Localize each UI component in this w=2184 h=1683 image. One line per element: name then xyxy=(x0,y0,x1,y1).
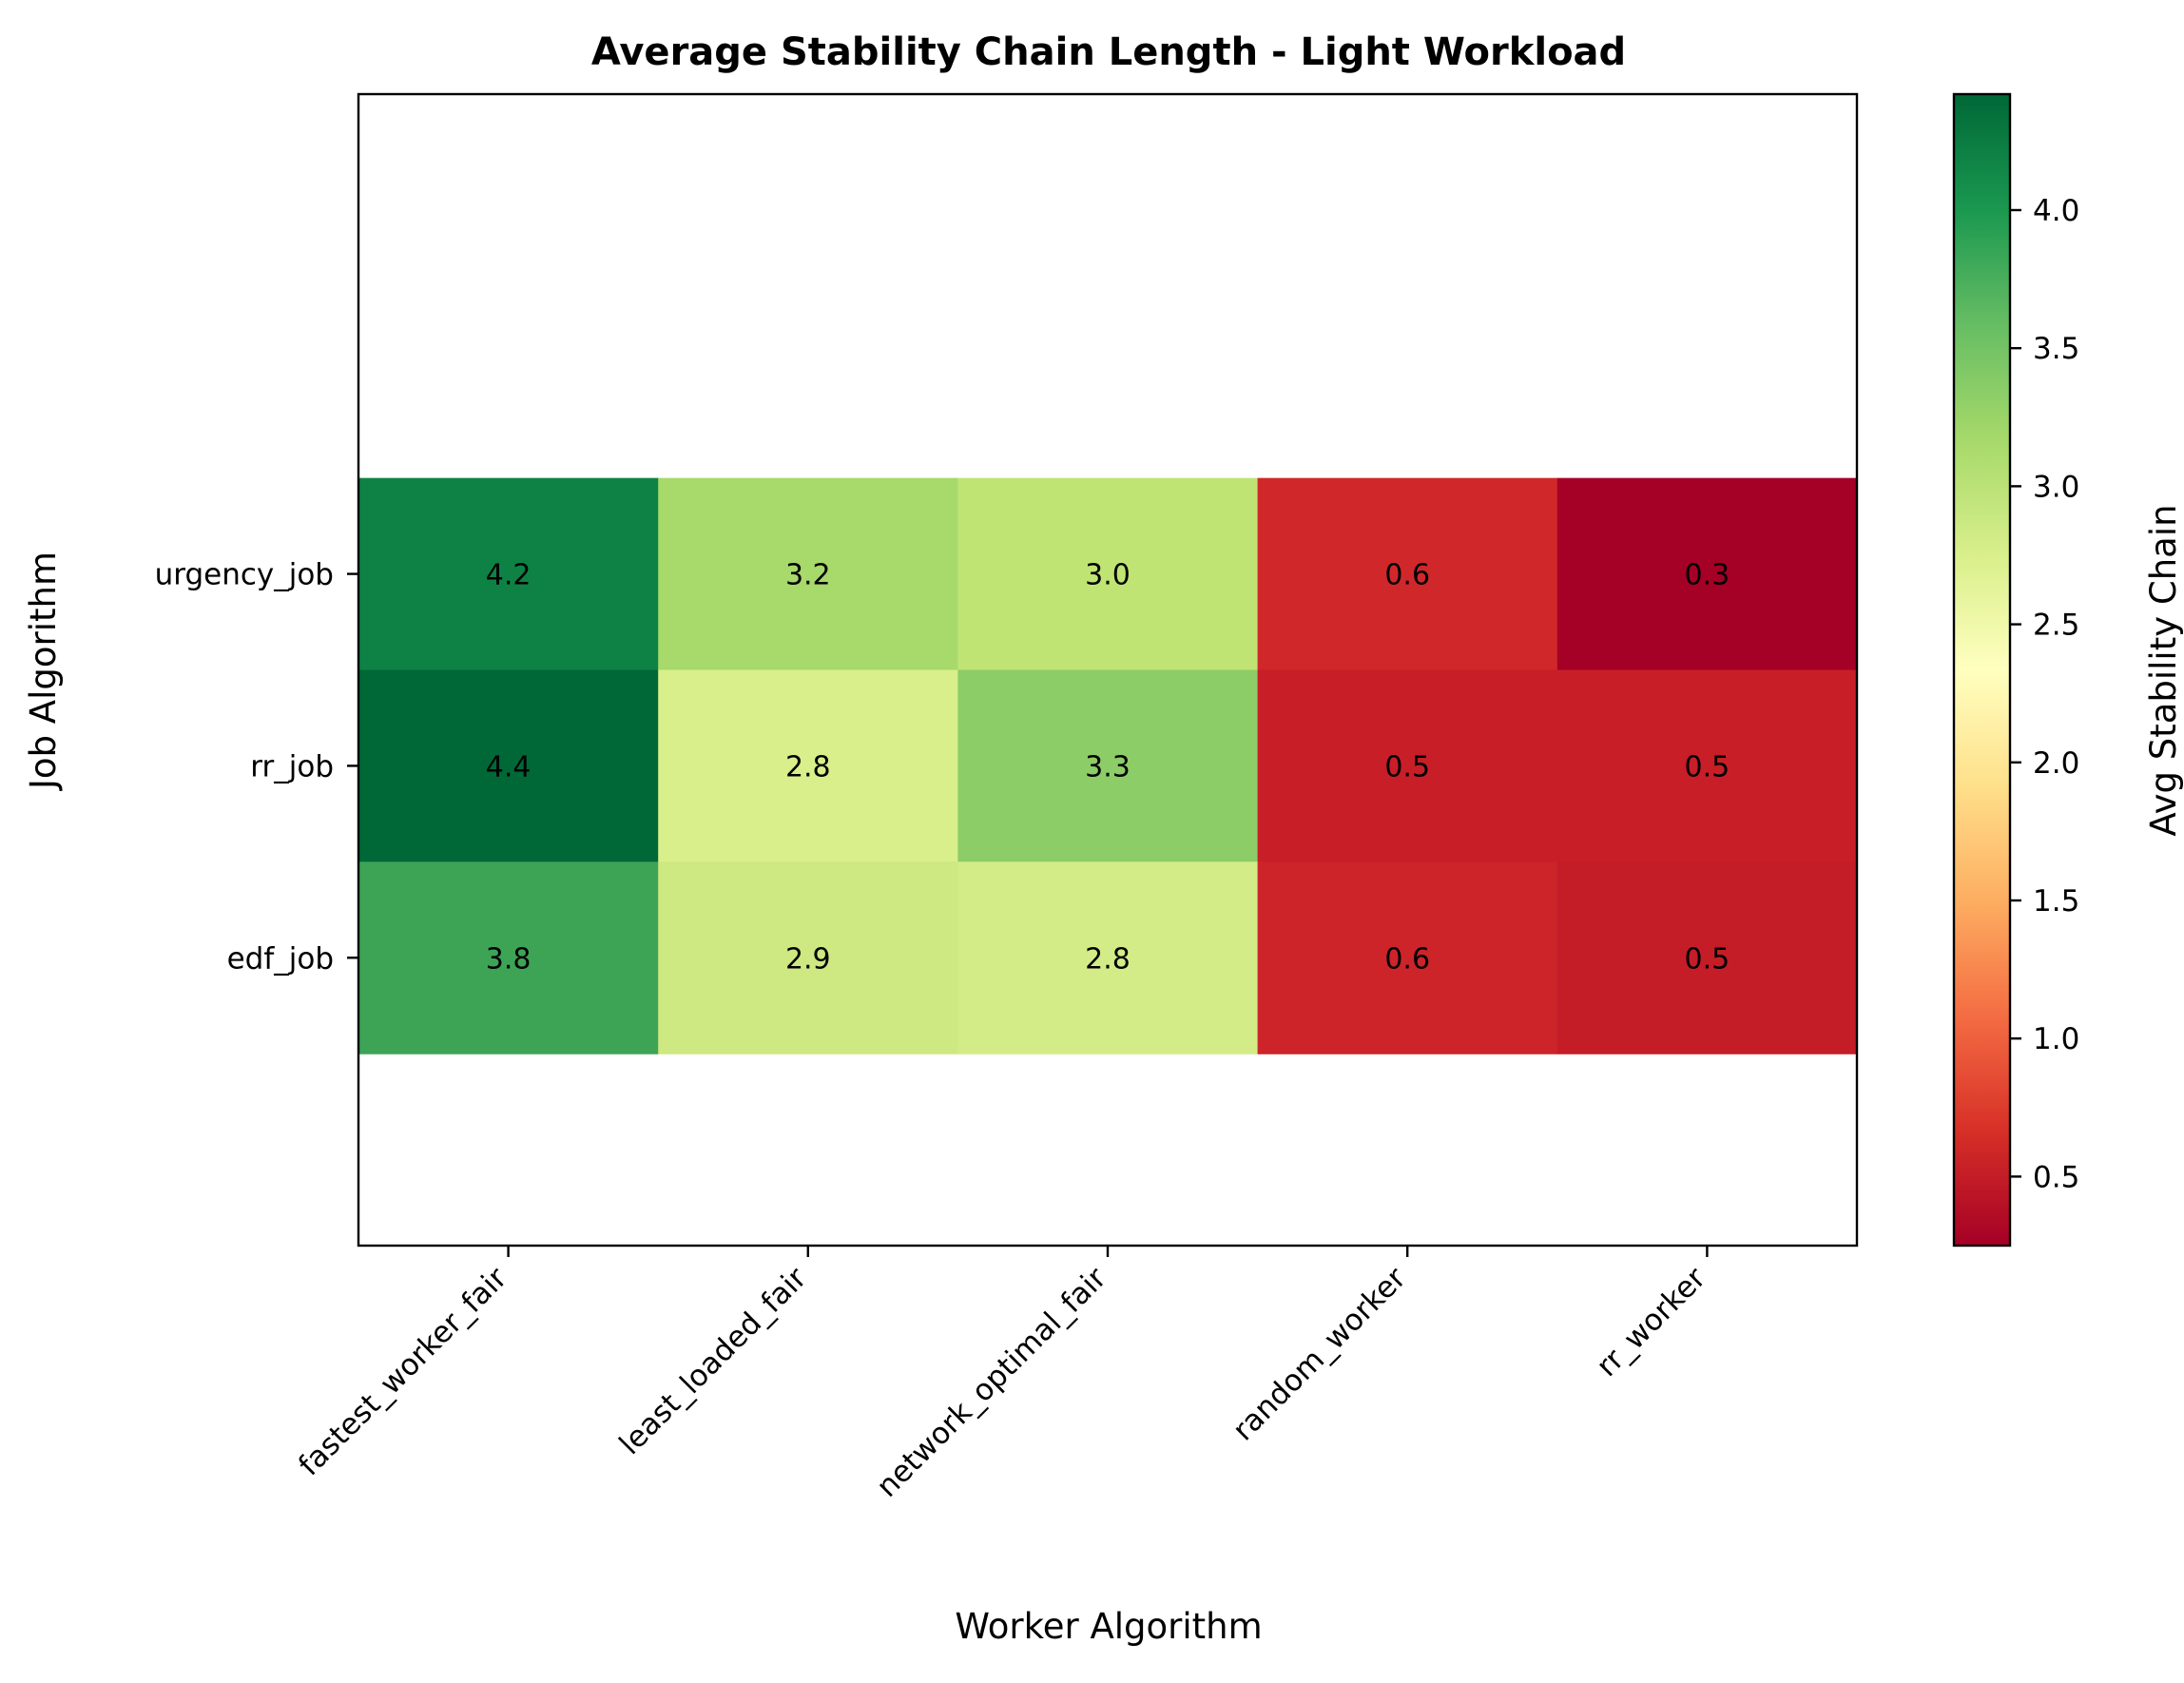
cell-value-label: 4.4 xyxy=(486,750,532,783)
heatmap-cell xyxy=(957,861,1259,1054)
y-tick-label: rr_job xyxy=(250,749,334,783)
heatmap-cell xyxy=(1257,861,1558,1054)
heatmap-cell xyxy=(358,477,659,671)
heatmap-cell xyxy=(1556,477,1858,671)
cell-value-label: 0.5 xyxy=(1685,942,1730,976)
cell-value-label: 2.8 xyxy=(1085,942,1131,976)
colorbar-tick-label: 1.0 xyxy=(2033,1022,2079,1056)
y-tick-label: urgency_job xyxy=(155,558,334,592)
colorbar-ticks: 0.5 1.0 1.5 2.0 2.5 3.0 3.5 4.0 xyxy=(2010,194,2079,1194)
cell-value-label: 3.8 xyxy=(486,942,532,976)
heatmap-cell xyxy=(1257,477,1558,671)
heatmap-cell xyxy=(957,477,1259,671)
cell-value-label: 0.5 xyxy=(1384,750,1430,783)
heatmap-cell xyxy=(1257,669,1558,862)
colorbar-tick-label: 0.5 xyxy=(2033,1160,2079,1194)
heatmap-cell xyxy=(1556,669,1858,862)
heatmap-cell xyxy=(658,861,958,1054)
cell-value-label: 2.8 xyxy=(785,750,831,783)
cell-value-label: 2.9 xyxy=(785,942,831,976)
colorbar-tick-label: 2.5 xyxy=(2033,609,2079,643)
heatmap-cell xyxy=(658,669,958,862)
colorbar-tick-label: 3.5 xyxy=(2033,332,2079,366)
y-tick-label: edf_job xyxy=(227,941,334,976)
cell-value-label: 0.6 xyxy=(1384,559,1430,592)
heatmap-cell-labels: 4.2 3.2 3.0 0.6 0.3 4.4 2.8 3.3 0.5 0.5 3.8 2.9 2.8 0… xyxy=(486,559,1730,977)
heatmap-cell xyxy=(957,669,1259,862)
heatmap-cells xyxy=(358,477,1858,1054)
heatmap-cell xyxy=(1556,861,1858,1054)
colorbar-label: Avg Stability Chain xyxy=(2143,504,2184,836)
y-axis-ticks: urgency_job rr_job edf_job xyxy=(155,558,358,976)
colorbar-tick-label: 2.0 xyxy=(2033,746,2079,781)
cell-value-label: 0.6 xyxy=(1384,942,1430,976)
cell-value-label: 3.3 xyxy=(1085,750,1131,783)
y-axis-label: Job Algorithm xyxy=(23,551,64,791)
heatmap-cell xyxy=(658,477,958,671)
colorbar-tick-label: 1.5 xyxy=(2033,884,2079,919)
colorbar-tick-label: 3.0 xyxy=(2033,470,2079,504)
cell-value-label: 3.2 xyxy=(785,559,831,592)
colorbar-tick-label: 4.0 xyxy=(2033,194,2079,228)
cell-value-label: 3.0 xyxy=(1085,559,1131,592)
chart-title: Average Stability Chain Length - Light W… xyxy=(591,30,1626,74)
heatmap-cell xyxy=(358,861,659,1054)
colorbar xyxy=(1952,92,2012,1248)
cell-value-label: 4.2 xyxy=(486,559,532,592)
cell-value-label: 0.5 xyxy=(1685,750,1730,783)
cell-value-label: 0.3 xyxy=(1685,559,1730,592)
x-axis-label: Worker Algorithm xyxy=(955,1606,1262,1647)
heatmap-cell xyxy=(358,669,659,862)
